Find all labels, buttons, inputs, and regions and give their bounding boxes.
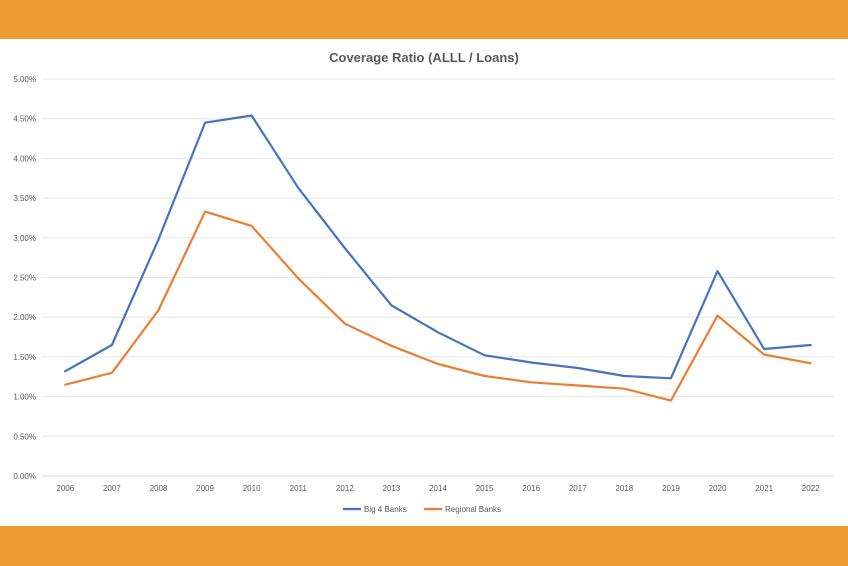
y-tick-label: 3.50% — [13, 194, 36, 203]
y-tick-label: 5.00% — [13, 75, 36, 84]
x-tick-label: 2016 — [522, 484, 540, 493]
x-tick-label: 2020 — [709, 484, 727, 493]
x-tick-label: 2008 — [150, 484, 168, 493]
x-tick-label: 2006 — [56, 484, 74, 493]
x-tick-label: 2022 — [802, 484, 820, 493]
series-lines — [64, 114, 812, 402]
y-tick-label: 0.00% — [13, 472, 36, 481]
series-line-big-4-banks — [64, 114, 812, 380]
x-tick-label: 2007 — [103, 484, 121, 493]
y-tick-label: 2.50% — [13, 274, 36, 283]
y-tick-label: 4.50% — [13, 115, 36, 124]
x-tick-label: 2009 — [196, 484, 214, 493]
y-tick-label: 0.50% — [13, 432, 36, 441]
x-axis: 2006 2007 2008 2009 2010 2011 2012 2013 2014 2015… — [56, 484, 820, 493]
legend-label: Big 4 Banks — [364, 505, 407, 514]
x-tick-label: 2018 — [615, 484, 633, 493]
x-tick-label: 2019 — [662, 484, 680, 493]
legend: Big 4 Banks Regional Banks — [343, 505, 501, 514]
x-tick-label: 2011 — [290, 484, 308, 493]
x-tick-label: 2013 — [383, 484, 401, 493]
chart-title: Coverage Ratio (ALLL / Loans) — [329, 50, 519, 65]
series-line-regional-banks — [64, 210, 812, 402]
y-tick-label: 1.50% — [13, 353, 36, 362]
x-tick-label: 2014 — [429, 484, 447, 493]
legend-label: Regional Banks — [445, 505, 501, 514]
chart-panel: Coverage Ratio (ALLL / Loans) 0.00% 0.50%… — [0, 39, 848, 526]
x-tick-label: 2021 — [755, 484, 773, 493]
x-tick-label: 2017 — [569, 484, 587, 493]
x-tick-label: 2012 — [336, 484, 354, 493]
y-axis: 0.00% 0.50% 1.00% 1.50% 2.00% 2.50% 3.00% 3.50%… — [13, 75, 36, 481]
x-tick-label: 2010 — [243, 484, 261, 493]
x-tick-label: 2015 — [476, 484, 494, 493]
y-tick-label: 3.00% — [13, 234, 36, 243]
y-tick-label: 2.00% — [13, 313, 36, 322]
y-tick-label: 4.00% — [13, 154, 36, 163]
coverage-ratio-chart: Coverage Ratio (ALLL / Loans) 0.00% 0.50%… — [13, 50, 834, 514]
y-tick-label: 1.00% — [13, 393, 36, 402]
